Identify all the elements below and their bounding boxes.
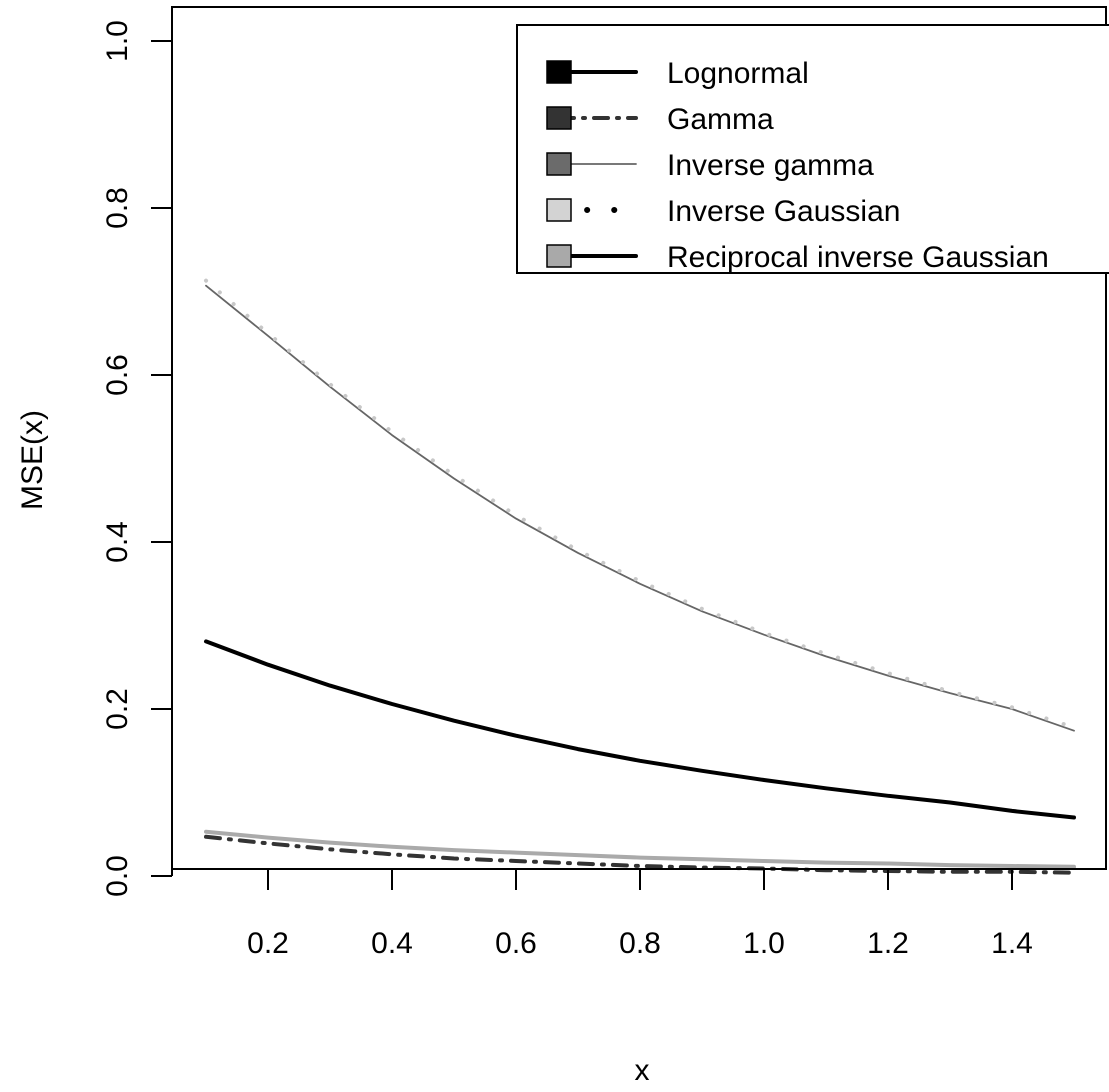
series-line-1 — [204, 834, 1076, 875]
legend-label-0: Lognormal — [667, 57, 809, 90]
legend-swatch-1 — [546, 106, 572, 130]
legend-label-2: Inverse gamma — [667, 149, 874, 182]
legend-label-3: Inverse Gaussian — [667, 195, 900, 228]
y-tick-label-4: 0.8 — [101, 187, 134, 229]
series-line-4 — [204, 829, 1076, 869]
legend-swatch-4 — [546, 244, 572, 268]
x-tick-label-1: 0.4 — [371, 927, 413, 960]
legend-label-1: Gamma — [667, 103, 774, 136]
y-axis: 0.0 0.2 0.4 0.6 0.8 1.0 — [101, 20, 173, 897]
x-tick-label-4: 1.0 — [743, 927, 785, 960]
x-tick-label-0: 0.2 — [247, 927, 289, 960]
x-tick-label-6: 1.4 — [991, 927, 1033, 960]
y-tick-label-1: 0.2 — [101, 688, 134, 730]
y-tick-label-5: 1.0 — [101, 20, 134, 62]
x-tick-label-5: 1.2 — [867, 927, 909, 960]
legend-swatch-0 — [546, 60, 572, 84]
legend-label-4: Reciprocal inverse Gaussian — [667, 241, 1049, 274]
curves — [204, 278, 1076, 875]
x-tick-label-3: 0.8 — [619, 927, 661, 960]
y-tick-label-3: 0.6 — [101, 354, 134, 396]
y-axis-title: MSE(x) — [16, 410, 49, 510]
legend-box — [516, 24, 1109, 274]
series-line-3 — [204, 278, 1076, 730]
legend-swatch-3 — [546, 198, 572, 222]
series-line-0 — [204, 639, 1076, 820]
y-tick-label-0: 0.0 — [101, 855, 134, 897]
x-axis-title: x — [635, 1054, 650, 1087]
x-axis: 0.2 0.4 0.6 0.8 1.0 1.2 1.4 — [247, 868, 1033, 960]
series-line-2 — [205, 284, 1075, 732]
x-tick-label-2: 0.6 — [495, 927, 537, 960]
legend: Lognormal Gamma Inverse gamma Inverse Gauss… — [516, 24, 1109, 274]
y-tick-label-2: 0.4 — [101, 521, 134, 563]
legend-swatch-2 — [546, 152, 572, 176]
